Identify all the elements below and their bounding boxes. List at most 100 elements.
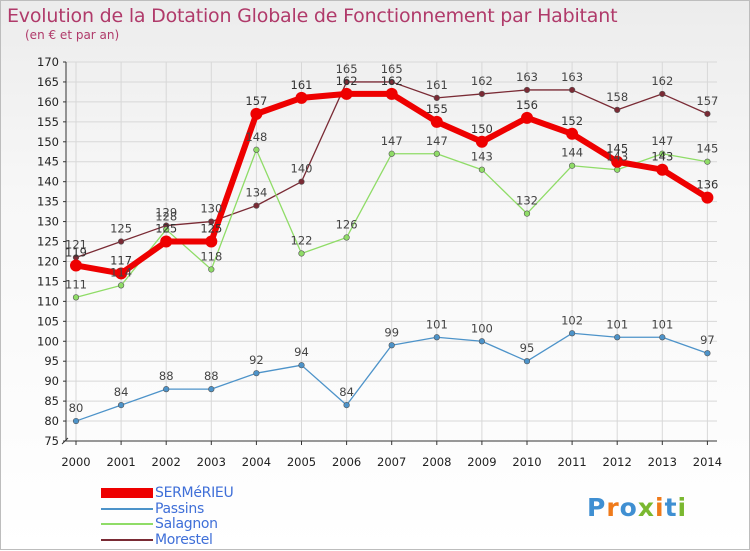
x-tick-label: 2005 xyxy=(287,455,316,469)
point-passins xyxy=(208,386,215,393)
data-label-passins: 100 xyxy=(471,321,493,335)
data-label-salagnon: 143 xyxy=(471,150,493,164)
data-label-morestel: 165 xyxy=(336,62,358,76)
legend-label: Salagnon xyxy=(155,516,218,532)
proxiti-logo: Proxiti xyxy=(587,493,687,522)
y-tick-label: 100 xyxy=(37,334,59,348)
data-label-serm-rieu: 152 xyxy=(561,114,583,128)
y-tick-label: 75 xyxy=(44,434,59,448)
point-serm-rieu xyxy=(160,235,173,248)
y-tick-label: 140 xyxy=(37,175,59,189)
point-serm-rieu xyxy=(521,111,533,124)
point-morestel xyxy=(117,238,125,245)
point-passins xyxy=(568,330,576,337)
axis-break xyxy=(61,437,69,445)
point-serm-rieu xyxy=(430,115,443,128)
x-tick-label: 2010 xyxy=(512,455,541,469)
data-label-passins: 102 xyxy=(561,313,583,327)
legend-label: Passins xyxy=(155,500,204,517)
legend-swatch xyxy=(101,538,153,541)
point-passins xyxy=(72,417,80,425)
legend-swatch xyxy=(101,507,153,510)
x-tick-label: 2012 xyxy=(603,455,632,469)
x-tick-label: 2011 xyxy=(557,455,586,469)
data-label-salagnon: 145 xyxy=(696,142,718,156)
logo-letter: o xyxy=(619,493,638,522)
data-label-serm-rieu: 143 xyxy=(651,150,673,164)
logo-letter: i xyxy=(655,493,665,522)
data-label-morestel: 161 xyxy=(426,78,448,92)
series-layer xyxy=(70,78,714,425)
data-label-morestel: 125 xyxy=(110,222,132,236)
data-label-morestel: 162 xyxy=(471,74,493,88)
point-serm-rieu xyxy=(656,163,669,176)
data-label-serm-rieu: 125 xyxy=(155,222,177,236)
y-tick-label: 170 xyxy=(37,55,59,69)
x-tick-label: 2001 xyxy=(106,455,135,469)
legend-label: SERMéRIEU xyxy=(155,485,234,501)
data-label-serm-rieu: 162 xyxy=(336,74,358,88)
point-morestel xyxy=(253,202,260,209)
y-tick-label: 120 xyxy=(37,254,59,268)
data-label-serm-rieu: 125 xyxy=(200,222,222,236)
point-serm-rieu xyxy=(70,259,82,272)
point-salagnon xyxy=(72,294,80,301)
data-label-salagnon: 143 xyxy=(606,150,628,164)
data-label-salagnon: 111 xyxy=(65,277,87,291)
point-salagnon xyxy=(659,150,666,157)
point-passins xyxy=(478,338,486,345)
y-tick-label: 90 xyxy=(44,374,59,388)
point-salagnon xyxy=(523,210,531,217)
data-label-morestel: 158 xyxy=(606,90,628,104)
point-salagnon xyxy=(298,250,305,257)
point-passins xyxy=(614,334,621,341)
x-tick-label: 2006 xyxy=(332,455,361,469)
data-label-passins: 101 xyxy=(426,317,448,331)
data-label-passins: 101 xyxy=(651,317,673,331)
y-tick-label: 115 xyxy=(37,274,59,288)
data-label-salagnon: 122 xyxy=(291,233,313,247)
point-salagnon xyxy=(568,162,576,169)
data-labels-layer: 121 125 129 130 134 140 165 165 161 162 163 163 158 1… xyxy=(65,62,718,415)
point-salagnon xyxy=(704,158,711,165)
data-label-morestel: 165 xyxy=(381,62,403,76)
data-label-morestel: 162 xyxy=(651,74,673,88)
y-tick-label: 160 xyxy=(37,95,59,109)
point-salagnon xyxy=(117,282,125,289)
y-tick-label: 135 xyxy=(37,195,59,209)
point-morestel xyxy=(523,86,531,94)
data-label-passins: 84 xyxy=(114,385,129,399)
x-tick-label: 2003 xyxy=(197,455,226,469)
data-label-passins: 88 xyxy=(159,369,174,383)
legend-label: Morestel xyxy=(155,531,213,548)
logo-letter: r xyxy=(606,493,620,522)
logo-letter: x xyxy=(637,493,655,522)
point-passins xyxy=(298,362,305,369)
point-serm-rieu xyxy=(295,91,308,104)
data-label-passins: 99 xyxy=(384,325,399,339)
point-serm-rieu xyxy=(566,127,579,140)
data-label-morestel: 163 xyxy=(561,70,583,84)
data-label-morestel: 163 xyxy=(516,70,538,84)
y-tick-label: 80 xyxy=(44,414,59,428)
data-label-serm-rieu: 162 xyxy=(381,74,403,88)
y-tick-label: 85 xyxy=(44,394,59,408)
point-morestel xyxy=(478,90,486,98)
point-morestel xyxy=(388,78,395,86)
point-passins xyxy=(388,342,395,349)
point-morestel xyxy=(659,90,666,98)
point-morestel xyxy=(298,178,305,185)
point-serm-rieu xyxy=(385,87,398,100)
point-serm-rieu xyxy=(611,155,624,168)
point-serm-rieu xyxy=(475,135,488,148)
point-salagnon xyxy=(208,266,215,273)
point-serm-rieu xyxy=(115,267,128,280)
data-label-serm-rieu: 119 xyxy=(65,245,87,259)
point-salagnon xyxy=(433,150,440,157)
data-label-morestel: 157 xyxy=(696,94,718,108)
data-label-serm-rieu: 161 xyxy=(291,78,313,92)
data-label-passins: 92 xyxy=(249,353,264,367)
axes-layer: 75 80 85 90 95 100 105 110 115 120 125 130 135 140 145… xyxy=(37,55,722,469)
data-label-salagnon: 132 xyxy=(516,194,538,208)
x-tick-label: 2007 xyxy=(377,455,406,469)
